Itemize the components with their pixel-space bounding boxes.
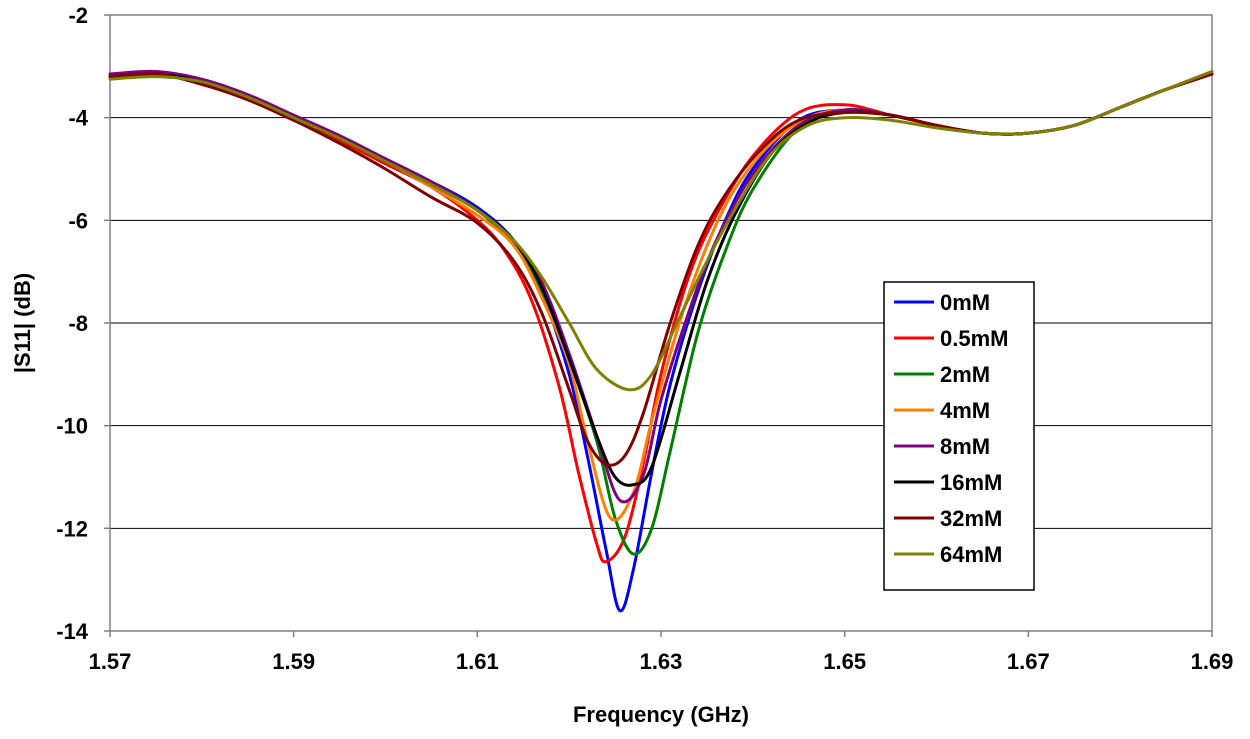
x-tick-label: 1.69 (1191, 649, 1234, 674)
y-tick-label: -6 (68, 208, 88, 233)
x-tick-label: 1.61 (456, 649, 499, 674)
series-line-2mM (108, 72, 1214, 556)
legend-label: 2mM (940, 362, 990, 387)
y-tick-label: -2 (68, 3, 88, 28)
x-axis-ticks: 1.57 1.59 1.61 1.63 1.65 1.67 1.69 (89, 631, 1234, 674)
legend: 0mM 0.5mM 2mM 4mM 8mM 16mM 32mM 64mM (883, 281, 1035, 591)
x-tick-label: 1.67 (1007, 649, 1050, 674)
series-line-64mM (108, 70, 1214, 392)
y-tick-label: -8 (68, 311, 88, 336)
legend-items: 0mM 0.5mM 2mM 4mM 8mM 16mM 32mM 64mM (894, 290, 1008, 567)
x-tick-label: 1.63 (640, 649, 683, 674)
x-tick-label: 1.65 (823, 649, 866, 674)
y-axis-title: |S11| (dB) (10, 273, 35, 373)
y-axis-ticks: -2 -4 -6 -8 -10 -12 -14 (56, 3, 110, 644)
series-line-4mM (108, 72, 1214, 522)
x-axis-title: Frequency (GHz) (573, 702, 749, 727)
legend-label: 0mM (940, 290, 990, 315)
x-tick-label: 1.59 (272, 649, 315, 674)
series-line-0mM (108, 72, 1214, 613)
x-tick-label: 1.57 (89, 649, 132, 674)
y-tick-label: -12 (56, 516, 88, 541)
legend-label: 0.5mM (940, 326, 1008, 351)
legend-label: 64mM (940, 542, 1002, 567)
y-tick-label: -4 (68, 106, 88, 131)
y-tick-label: -14 (56, 619, 89, 644)
gridlines (110, 117, 1212, 529)
legend-label: 32mM (940, 506, 1002, 531)
legend-label: 8mM (940, 434, 990, 459)
series-lines (108, 69, 1214, 613)
y-tick-label: -10 (56, 414, 88, 439)
legend-label: 16mM (940, 470, 1002, 495)
legend-label: 4mM (940, 398, 990, 423)
legend-box (883, 281, 1035, 591)
